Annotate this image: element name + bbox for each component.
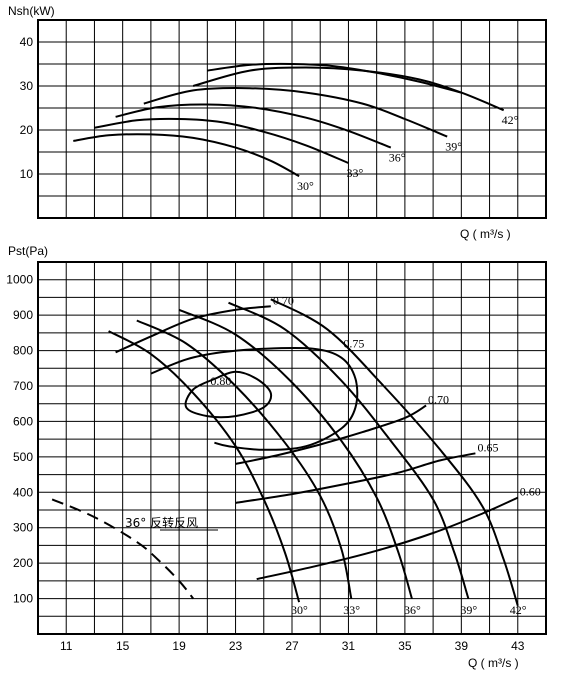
power-curve-label: 42° [502, 113, 519, 127]
pressure-ylabel: Pst(Pa) [8, 244, 48, 258]
efficiency-label: 0.65 [477, 440, 498, 454]
pressure-x-ticks: 11 15 19 23 27 31 35 39 43 [60, 639, 525, 653]
power-xlabel: Q ( m³/s ) [460, 227, 511, 241]
efficiency-contour [184, 370, 273, 419]
pressure-curve-label: 42° [510, 603, 527, 617]
power-y-tick-label: 40 [20, 35, 34, 49]
pressure-x-tick-label: 11 [60, 639, 73, 653]
efficiency-label: 0.80 [210, 374, 231, 388]
pressure-curve [228, 301, 470, 599]
power-curve [73, 133, 300, 178]
power-grid [38, 20, 546, 218]
pressure-y-tick-label: 800 [13, 344, 33, 358]
efficiency-contour [150, 346, 359, 451]
pressure-y-ticks: 100 200 300 400 500 600 700 800 900 1000 [6, 273, 33, 606]
reverse-flow-curve [51, 498, 194, 600]
power-curve-label: 39° [445, 140, 462, 154]
pressure-x-tick-label: 35 [398, 639, 412, 653]
efficiency-label: 0.70 [273, 293, 294, 307]
pressure-curve [270, 298, 519, 606]
efficiency-contour [235, 404, 427, 465]
pressure-curve [136, 319, 353, 599]
pressure-chart: Pst(Pa) 1002003004005006007008009001000 … [6, 244, 547, 670]
power-y-ticks: 10 20 30 40 [20, 35, 34, 181]
power-plot-frame [37, 19, 547, 219]
pressure-y-tick-label: 400 [13, 485, 33, 499]
pressure-y-tick-label: 1000 [6, 273, 33, 287]
power-ylabel: Nsh(kW) [8, 4, 55, 18]
power-curve-label: 30° [297, 179, 314, 193]
efficiency-contour [235, 452, 476, 504]
power-curve-label: 36° [389, 151, 406, 165]
power-y-tick-label: 20 [20, 123, 34, 137]
pressure-y-tick-label: 500 [13, 450, 33, 464]
efficiency-label: 0.75 [343, 337, 364, 351]
pressure-curve [108, 330, 301, 603]
pressure-plot-frame [37, 261, 547, 635]
power-y-tick-label: 10 [20, 167, 34, 181]
pressure-curve [178, 308, 413, 599]
pressure-x-tick-label: 31 [342, 639, 356, 653]
pressure-y-tick-label: 700 [13, 379, 33, 393]
pressure-x-tick-label: 23 [229, 639, 243, 653]
power-chart: Nsh(kW) 10 20 30 40 30° 33° 36° 39° 42° Q ( m³/… [8, 4, 547, 241]
pressure-x-tick-label: 19 [172, 639, 186, 653]
pressure-xlabel: Q ( m³/s ) [468, 656, 519, 670]
power-curve [115, 103, 392, 149]
pressure-y-tick-label: 100 [13, 592, 33, 606]
reverse-flow-line [51, 498, 194, 600]
efficiency-contours: 0.70 0.75 0.80 0.70 0.65 0.60 [115, 293, 541, 581]
power-curves: 30° 33° 36° 39° 42° [73, 62, 519, 193]
efficiency-label: 0.60 [520, 485, 541, 499]
pressure-y-tick-label: 900 [13, 308, 33, 322]
pressure-y-tick-label: 300 [13, 521, 33, 535]
pressure-x-tick-label: 43 [511, 639, 525, 653]
power-y-tick-label: 30 [20, 79, 34, 93]
pressure-curve-label: 36° [404, 603, 421, 617]
power-curve-label: 33° [346, 166, 363, 180]
reverse-flow-note: 36° 反转反风 [125, 515, 198, 530]
power-curve [94, 117, 349, 164]
pressure-y-tick-label: 600 [13, 414, 33, 428]
pressure-curve-label: 33° [343, 603, 360, 617]
power-curve [143, 87, 448, 138]
pressure-x-tick-label: 27 [285, 639, 299, 653]
pressure-curves: 30° 33° 36° 39° 42° [108, 298, 527, 617]
efficiency-contour [115, 305, 271, 354]
pressure-x-tick-label: 39 [455, 639, 469, 653]
pressure-y-tick-label: 200 [13, 556, 33, 570]
efficiency-label: 0.70 [428, 392, 449, 406]
pressure-curve-label: 30° [291, 603, 308, 617]
pressure-curve-label: 39° [460, 603, 477, 617]
pressure-x-tick-label: 15 [116, 639, 130, 653]
power-curve [207, 62, 462, 94]
